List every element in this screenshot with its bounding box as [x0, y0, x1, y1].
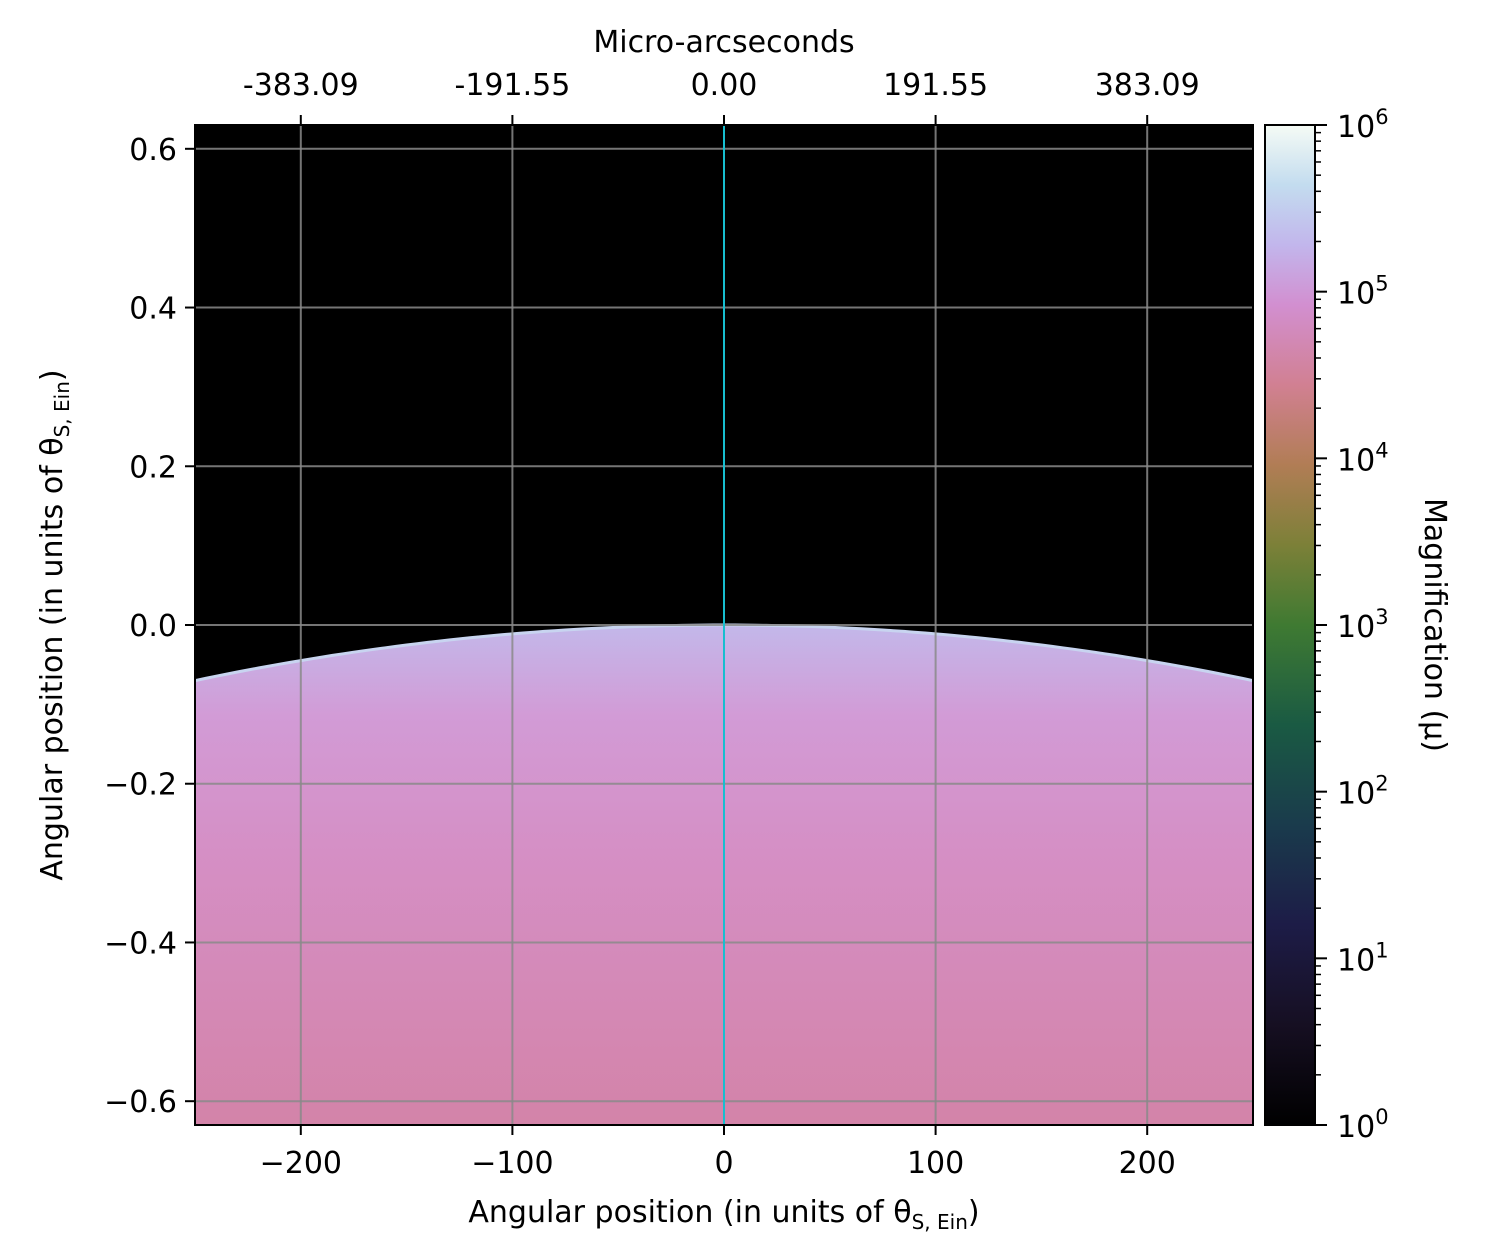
top-x-axis: -383.09 -191.55 0.00 191.55 383.09	[243, 68, 1200, 125]
y-tick-label: −0.4	[104, 926, 177, 961]
x-tick-label: 0	[714, 1146, 733, 1181]
x-tick-label: 200	[1119, 1146, 1176, 1181]
colorbar: 106 105 104 103 102 101 100	[1264, 105, 1389, 1145]
colorbar-tick-label: 106	[1337, 105, 1389, 145]
colorbar-tick-label: 100	[1337, 1105, 1389, 1145]
x-tick-label: −100	[471, 1146, 553, 1181]
colorbar-tick-label: 104	[1337, 438, 1389, 478]
colorbar-label: Magnification (μ)	[1417, 498, 1452, 752]
colorbar-tick-label: 102	[1337, 772, 1389, 812]
top-tick-label: 383.09	[1095, 68, 1200, 103]
top-tick-label: -383.09	[243, 68, 359, 103]
top-tick-label: -191.55	[455, 68, 571, 103]
bottom-x-axis: −200 −100 0 100 200	[260, 1125, 1176, 1181]
top-tick-label: 0.00	[691, 68, 758, 103]
colorbar-tick-label: 105	[1337, 272, 1389, 312]
top-tick-label: 191.55	[883, 68, 988, 103]
x-tick-label: −200	[260, 1146, 342, 1181]
left-y-axis: 0.6 0.4 0.2 0.0 −0.2 −0.4 −0.6	[104, 133, 195, 1120]
colorbar-tick-label: 101	[1337, 938, 1389, 978]
x-axis-label: Angular position (in units of θS, Ein)	[468, 1195, 979, 1234]
y-tick-label: −0.6	[104, 1085, 177, 1120]
x-tick-label: 100	[907, 1146, 964, 1181]
y-tick-label: −0.2	[104, 768, 177, 803]
colorbar-tick-label: 103	[1337, 605, 1389, 645]
y-tick-label: 0.4	[129, 292, 177, 327]
y-tick-label: 0.0	[129, 609, 177, 644]
y-tick-label: 0.6	[129, 133, 177, 168]
y-axis-label: Angular position (in units of θS, Ein)	[35, 369, 74, 880]
plot-area	[194, 124, 1254, 1126]
colorbar-ticks: 106 105 104 103 102 101 100	[1315, 105, 1389, 1145]
y-tick-label: 0.2	[129, 450, 177, 485]
top-axis-label: Micro-arcseconds	[593, 25, 854, 60]
colorbar-gradient	[1264, 124, 1316, 1126]
